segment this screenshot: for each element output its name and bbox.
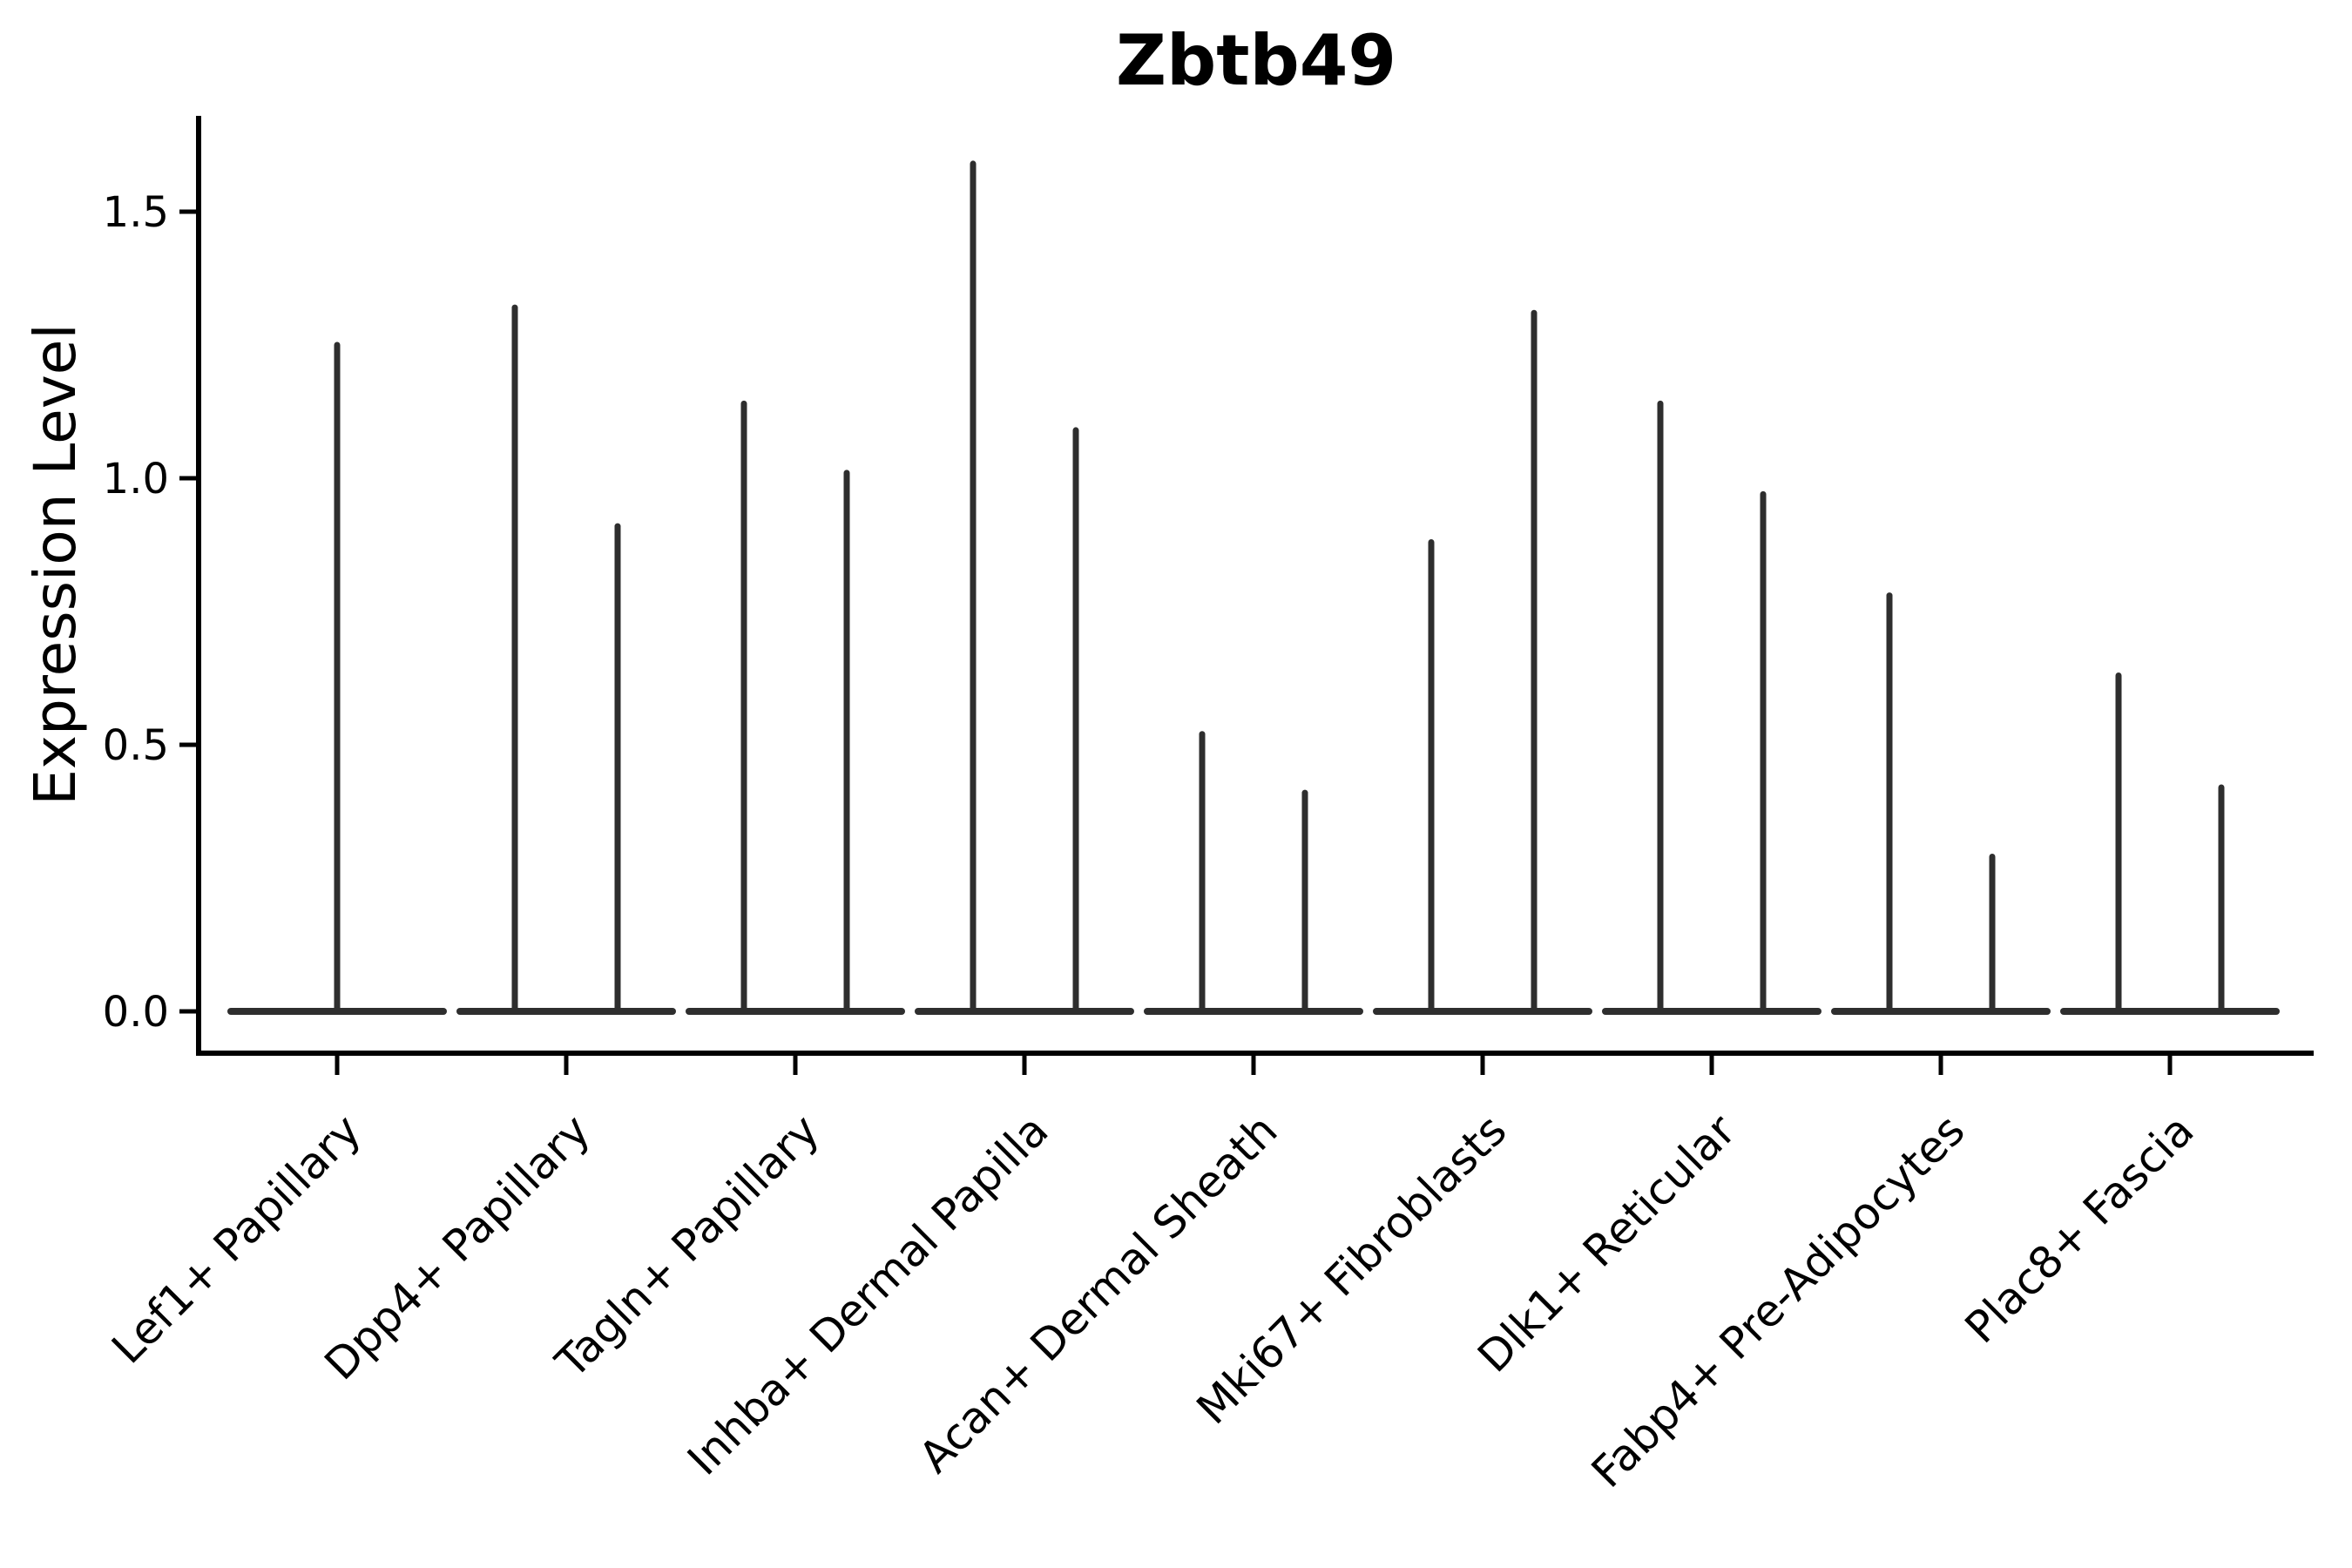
x-tick-label: Lef1+ Papillary [102, 1105, 370, 1373]
x-tick-label: Plac8+ Fascia [1956, 1105, 2204, 1353]
y-tick-label: 1.5 [103, 188, 169, 237]
x-tick-label: Fabp4+ Pre-Adipocytes [1582, 1105, 1975, 1497]
y-tick-label: 0.5 [103, 721, 169, 770]
y-tick-label: 1.0 [103, 455, 169, 504]
y-tick-label: 0.0 [103, 988, 169, 1037]
chart-title: Zbtb49 [1115, 20, 1397, 101]
